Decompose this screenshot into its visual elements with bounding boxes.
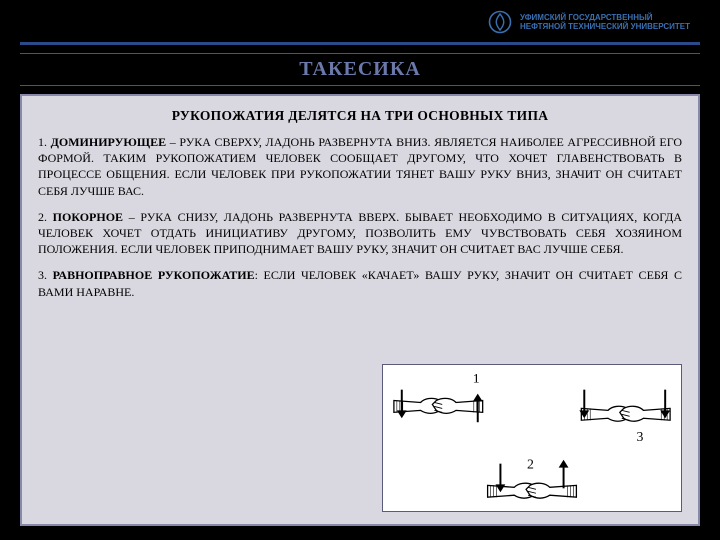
content-heading: РУКОПОЖАТИЯ ДЕЛЯТСЯ НА ТРИ ОСНОВНЫХ ТИПА xyxy=(38,108,682,124)
horizontal-rule xyxy=(20,42,700,45)
university-name-line1: УФИМСКИЙ ГОСУДАРСТВЕННЫЙ xyxy=(520,13,690,22)
para-num: 1. xyxy=(38,135,51,149)
svg-text:1: 1 xyxy=(473,371,480,386)
handshake-illustration: 1 2 3 xyxy=(382,364,682,512)
university-name: УФИМСКИЙ ГОСУДАРСТВЕННЫЙ НЕФТЯНОЙ ТЕХНИЧ… xyxy=(520,13,690,31)
slide-title: ТАКЕСИКА xyxy=(299,58,421,80)
paragraph: 3. РАВНОПРАВНОЕ РУКОПОЖАТИЕ: ЕСЛИ ЧЕЛОВЕ… xyxy=(38,267,682,299)
content-panel: РУКОПОЖАТИЯ ДЕЛЯТСЯ НА ТРИ ОСНОВНЫХ ТИПА… xyxy=(20,94,700,526)
paragraph-list: 1. ДОМИНИРУЮЩЕЕ – РУКА СВЕРХУ, ЛАДОНЬ РА… xyxy=(38,134,682,300)
university-name-line2: НЕФТЯНОЙ ТЕХНИЧЕСКИЙ УНИВЕРСИТЕТ xyxy=(520,22,690,31)
paragraph: 1. ДОМИНИРУЮЩЕЕ – РУКА СВЕРХУ, ЛАДОНЬ РА… xyxy=(38,134,682,199)
para-lead: ДОМИНИРУЮЩЕЕ xyxy=(51,135,166,149)
para-lead: РАВНОПРАВНОЕ РУКОПОЖАТИЕ xyxy=(53,268,255,282)
university-logo-icon xyxy=(488,10,512,34)
para-lead: ПОКОРНОЕ xyxy=(53,210,123,224)
para-body: – РУКА СНИЗУ, ЛАДОНЬ РАЗВЕРНУТА ВВЕРХ. Б… xyxy=(38,210,682,256)
para-num: 3. xyxy=(38,268,53,282)
svg-text:3: 3 xyxy=(637,429,644,444)
paragraph: 2. ПОКОРНОЕ – РУКА СНИЗУ, ЛАДОНЬ РАЗВЕРН… xyxy=(38,209,682,258)
svg-text:2: 2 xyxy=(527,457,534,472)
header: УФИМСКИЙ ГОСУДАРСТВЕННЫЙ НЕФТЯНОЙ ТЕХНИЧ… xyxy=(0,0,720,40)
para-num: 2. xyxy=(38,210,53,224)
slide-title-band: ТАКЕСИКА xyxy=(20,53,700,86)
